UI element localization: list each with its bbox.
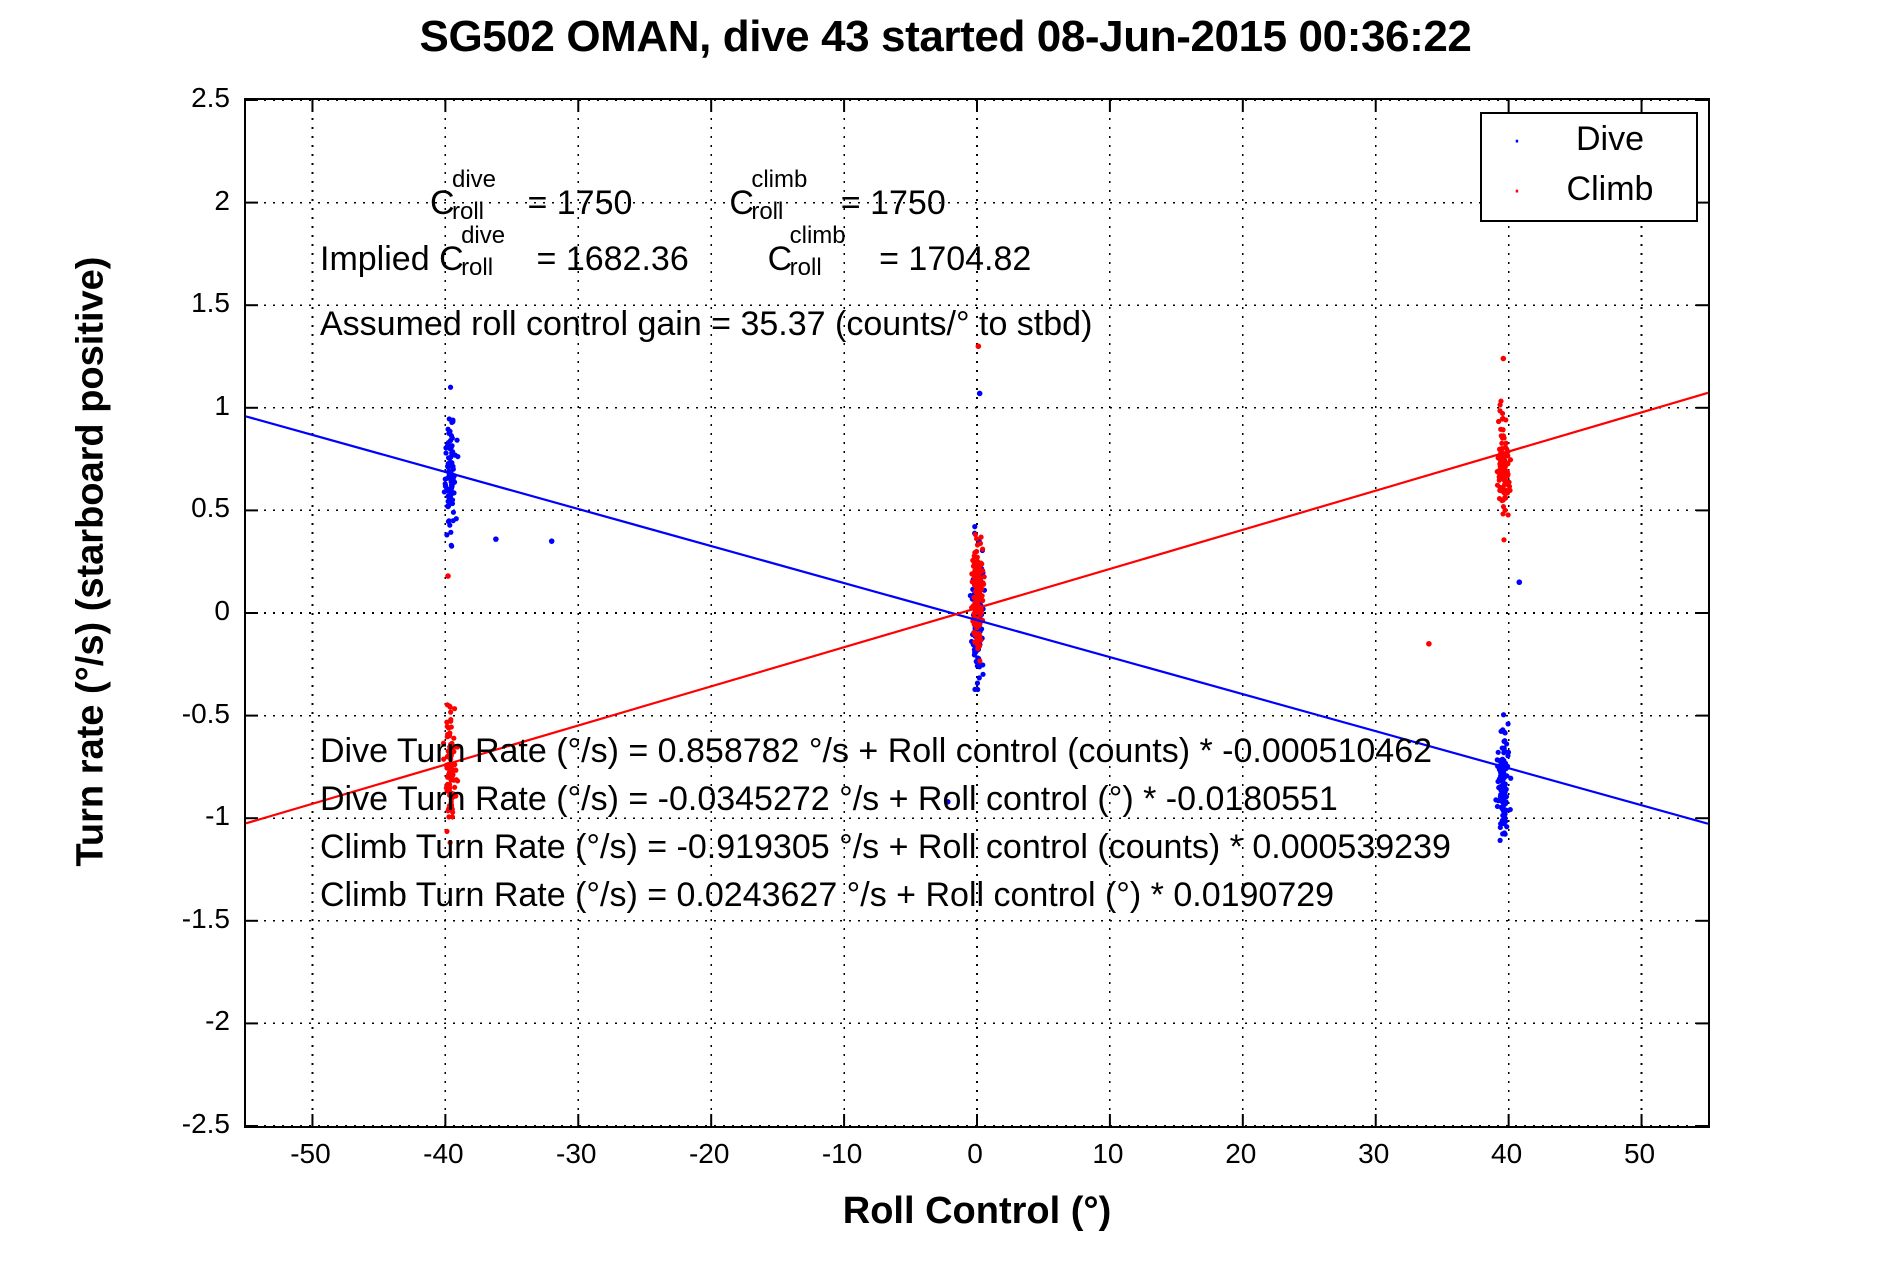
x-tick-label: -10 xyxy=(821,1138,863,1169)
y-tick-label: -1 xyxy=(205,800,230,832)
y-tick-label: 2.5 xyxy=(191,82,230,113)
c-base: C xyxy=(439,240,464,278)
c-subscript: roll xyxy=(461,254,494,281)
c-subscript: roll xyxy=(789,254,822,281)
plot-canvas xyxy=(246,100,1708,1126)
c-superscript: dive xyxy=(452,166,497,193)
legend-item-climb[interactable]: · Climb xyxy=(1482,164,1696,214)
x-tick-label: 30 xyxy=(1358,1138,1390,1169)
y-tick-label: 0.5 xyxy=(191,492,230,524)
fit-equation-line: Climb Turn Rate (°/s) = -0.919305 °/s + … xyxy=(320,828,1451,866)
c-roll-climb-value: = 1750 xyxy=(840,184,946,222)
c-base: C xyxy=(729,184,754,222)
y-tick-label: 2 xyxy=(214,184,230,216)
legend-label-dive: Dive xyxy=(1575,119,1645,158)
dive-marker-icon: · xyxy=(1512,124,1522,154)
x-tick-label: 50 xyxy=(1623,1138,1656,1169)
plot-area xyxy=(244,98,1710,1128)
y-tick-label: -2.5 xyxy=(181,1108,230,1139)
implied-prefix: Implied xyxy=(320,240,440,278)
x-tick-label: 10 xyxy=(1092,1138,1124,1169)
legend-item-dive[interactable]: · Dive xyxy=(1482,114,1696,164)
y-tick-label: -1.5 xyxy=(181,902,230,934)
c-superscript: climb xyxy=(751,166,808,193)
c-subscript: roll xyxy=(452,198,485,225)
climb-marker-icon: · xyxy=(1512,174,1522,204)
y-tick-label: -2 xyxy=(205,1005,230,1037)
c-base: C xyxy=(767,240,793,278)
implied-c-roll-climb-value: = 1704.82 xyxy=(879,240,1032,278)
x-axis-label: Roll Control (°) xyxy=(842,1190,1112,1232)
fit-equation-line: Dive Turn Rate (°/s) = 0.858782 °/s + Ro… xyxy=(320,732,1433,770)
y-axis-label: Turn rate (°/s) (starboard positive) xyxy=(69,256,112,867)
c-subscript: roll xyxy=(751,198,784,225)
fit-equation-line: Climb Turn Rate (°/s) = 0.0243627 °/s + … xyxy=(320,876,1335,914)
x-tick-label: 0 xyxy=(967,1138,983,1169)
x-tick-label: -50 xyxy=(290,1138,331,1169)
x-tick-label: -40 xyxy=(423,1138,464,1169)
x-tick-label: 20 xyxy=(1225,1138,1257,1169)
y-tick-label: 1 xyxy=(214,389,230,421)
fit-equation-block: Dive Turn Rate (°/s) = 0.858782 °/s + Ro… xyxy=(320,727,1451,919)
page-title: SG502 OMAN, dive 43 started 08-Jun-2015 … xyxy=(419,12,1472,61)
y-tick-label: 1.5 xyxy=(191,287,230,319)
c-base: C xyxy=(430,184,455,222)
implied-c-roll-dive-value: = 1682.36 xyxy=(536,240,689,278)
fit-equation-line: Dive Turn Rate (°/s) = -0.0345272 °/s + … xyxy=(320,780,1338,818)
y-tick-label: 0 xyxy=(214,595,230,626)
x-tick-label: -30 xyxy=(556,1138,597,1169)
x-tick-label: -20 xyxy=(688,1138,730,1169)
x-tick-label: 40 xyxy=(1491,1138,1523,1169)
c-superscript: climb xyxy=(789,222,846,249)
legend: · Dive · Climb xyxy=(1480,112,1698,222)
scatter-plot-svg xyxy=(246,100,1708,1126)
annotation-gain: Assumed roll control gain = 35.37 (count… xyxy=(320,305,1093,343)
y-tick-label: -0.5 xyxy=(181,697,230,729)
legend-label-climb: Climb xyxy=(1566,169,1654,208)
c-superscript: dive xyxy=(461,222,506,249)
c-roll-dive-value: = 1750 xyxy=(527,184,633,222)
